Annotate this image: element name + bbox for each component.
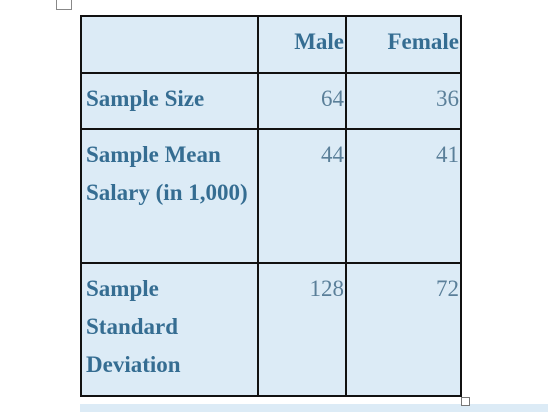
cell-value: 36 bbox=[345, 72, 462, 130]
header-row: Male Female bbox=[80, 15, 462, 74]
column-header: Female bbox=[345, 15, 462, 74]
cell-value: 128 bbox=[257, 262, 347, 397]
row-label: Sample Standard Deviation bbox=[80, 262, 259, 397]
corner-cell bbox=[80, 15, 259, 74]
cell-value: 41 bbox=[345, 128, 462, 264]
table-row: Sample Mean Salary (in 1,000) 44 41 bbox=[80, 128, 462, 264]
cell-value: 44 bbox=[257, 128, 347, 264]
cell-value: 72 bbox=[345, 262, 462, 397]
table-row: Sample Size 64 36 bbox=[80, 72, 462, 130]
row-label: Sample Mean Salary (in 1,000) bbox=[80, 128, 259, 264]
table-row: Sample Standard Deviation 128 72 bbox=[80, 262, 462, 397]
next-row-strip bbox=[80, 404, 548, 412]
table-resize-handle[interactable] bbox=[461, 397, 470, 406]
row-label: Sample Size bbox=[80, 72, 259, 130]
data-table: Male Female Sample Size 64 36 Sample Mea… bbox=[80, 15, 462, 397]
cell-value: 64 bbox=[257, 72, 347, 130]
table-move-handle[interactable] bbox=[56, 0, 72, 10]
column-header: Male bbox=[257, 15, 347, 74]
